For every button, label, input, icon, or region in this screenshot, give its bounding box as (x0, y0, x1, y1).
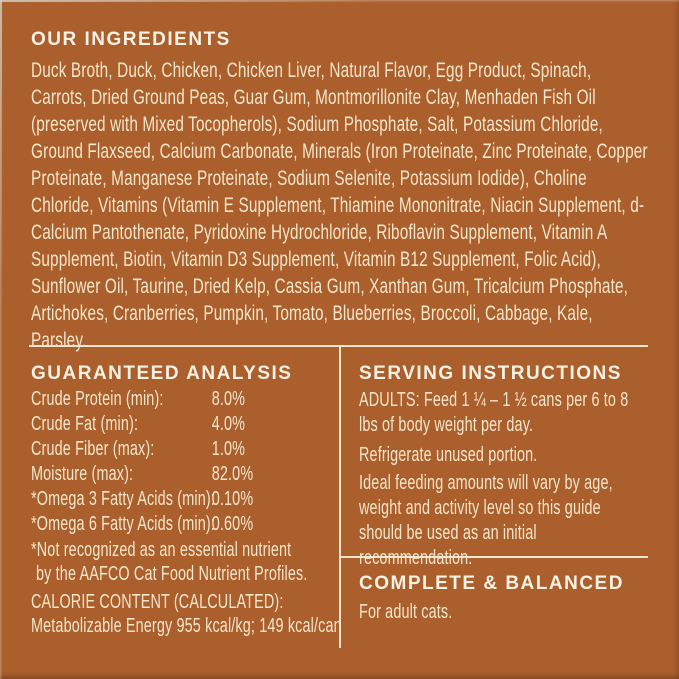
ga-row: Crude Fiber (max): 1.0% (31, 437, 341, 462)
divider-horizontal-main (29, 345, 648, 347)
ga-row-value: 82.0% (211, 463, 254, 485)
ingredients-text: Duck Broth, Duck, Chicken, Chicken Liver… (31, 59, 648, 352)
guaranteed-analysis-heading: GUARANTEED ANALYSIS (31, 363, 293, 384)
ga-row-value: 0.60% (211, 513, 254, 535)
ga-row-value: 4.0% (211, 413, 246, 435)
divider-vertical (339, 345, 341, 648)
complete-balanced-heading: COMPLETE & BALANCED (359, 573, 624, 594)
serving-paragraph-ideal: Ideal feeding amounts will vary by age, … (359, 472, 613, 569)
serving-instructions-heading: SERVING INSTRUCTIONS (359, 363, 622, 384)
calorie-content-heading: CALORIE CONTENT (CALCULATED): (31, 591, 284, 613)
ga-row-label: Moisture (max): (31, 463, 134, 485)
photo-edge-highlight-left (0, 0, 2, 306)
serving-paragraph-adults: ADULTS: Feed 1 ¼ – 1 ½ cans per 6 to 8 l… (359, 389, 629, 436)
serving-paragraph-refrigerate: Refrigerate unused portion. (359, 444, 538, 466)
ga-row-label: Crude Protein (min): (31, 388, 164, 410)
photo-edge-highlight-top (0, 0, 679, 2)
ingredients-heading: OUR INGREDIENTS (31, 29, 231, 50)
divider-horizontal-right (339, 556, 648, 558)
ga-row: Moisture (max): 82.0% (31, 462, 341, 487)
ga-row-label: Crude Fat (min): (31, 413, 139, 435)
ga-row: *Omega 3 Fatty Acids (min): 0.10% (31, 487, 341, 512)
ga-row: *Omega 6 Fatty Acids (min): 0.60% (31, 512, 341, 537)
ga-row-value: 1.0% (211, 438, 246, 460)
calorie-content-value: Metabolizable Energy 955 kcal/kg; 149 kc… (31, 615, 342, 637)
ga-row-value: 8.0% (211, 388, 246, 410)
ga-row-label: Crude Fiber (max): (31, 438, 155, 460)
ga-footnote-line2: by the AAFCO Cat Food Nutrient Profiles. (36, 563, 308, 585)
guaranteed-analysis-table: Crude Protein (min): 8.0% Crude Fat (min… (31, 387, 341, 537)
ga-row-label: *Omega 3 Fatty Acids (min): (31, 488, 215, 510)
ga-row-label: *Omega 6 Fatty Acids (min): (31, 513, 215, 535)
ga-footnote-line1: *Not recognized as an essential nutrient (31, 539, 292, 561)
complete-balanced-text: For adult cats. (359, 601, 453, 623)
ga-row: Crude Fat (min): 4.0% (31, 412, 341, 437)
ga-row: Crude Protein (min): 8.0% (31, 387, 341, 412)
ga-row-value: 0.10% (211, 488, 254, 510)
